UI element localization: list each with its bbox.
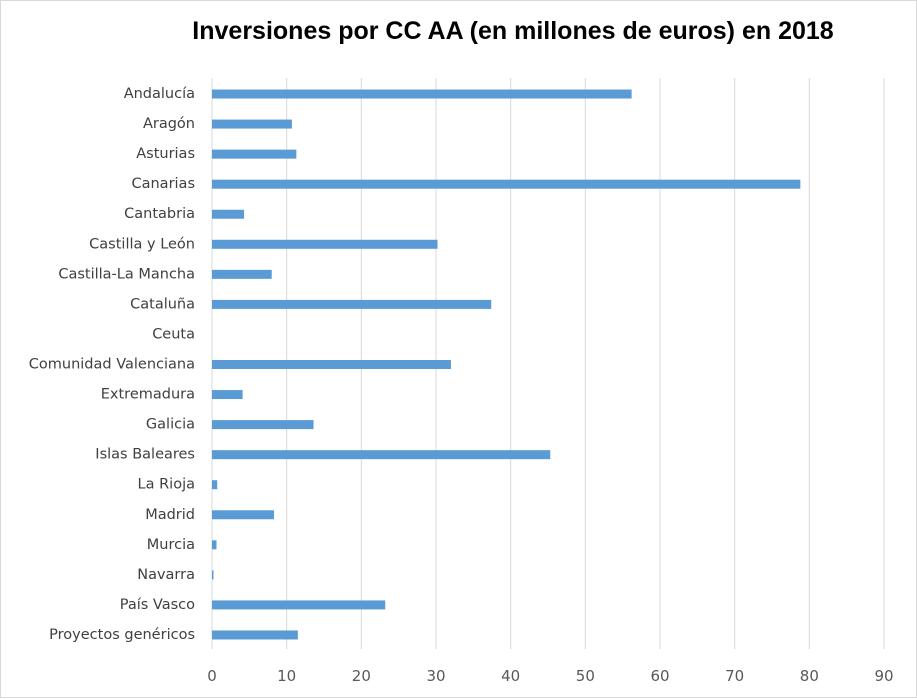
category-label: Aragón: [143, 116, 195, 132]
bar: [212, 239, 438, 249]
category-label: Ceuta: [152, 326, 195, 342]
category-label: Comunidad Valenciana: [29, 357, 195, 373]
x-tick-label: 70: [725, 667, 744, 685]
category-label: Navarra: [137, 567, 195, 583]
bar: [212, 119, 292, 129]
category-label: Murcia: [147, 537, 195, 553]
bar: [212, 420, 314, 430]
x-tick-label: 90: [874, 667, 893, 685]
bar: [212, 510, 274, 520]
category-label: Castilla-La Mancha: [58, 266, 195, 282]
x-tick-label: 10: [277, 667, 296, 685]
bar: [212, 450, 551, 460]
category-label: Islas Baleares: [95, 447, 195, 463]
category-label: Asturias: [136, 146, 195, 162]
chart-title: Inversiones por CC AA (en millones de eu…: [192, 17, 834, 45]
bar: [212, 540, 217, 550]
x-tick-label: 60: [650, 667, 669, 685]
category-label: Proyectos genéricos: [49, 627, 195, 643]
category-label: Castilla y León: [89, 236, 195, 252]
x-tick-label: 40: [501, 667, 520, 685]
category-label: País Vasco: [120, 597, 195, 613]
x-tick-label: 80: [800, 667, 819, 685]
bar: [212, 390, 243, 400]
bar: [212, 209, 245, 219]
category-label: Canarias: [131, 176, 195, 192]
bar: [212, 630, 298, 640]
x-tick-label: 0: [207, 667, 217, 685]
bar: [212, 570, 214, 580]
bar: [212, 149, 297, 159]
x-tick-label: 50: [576, 667, 595, 685]
category-label: Galicia: [146, 417, 195, 433]
bar: [212, 480, 218, 490]
category-label: Extremadura: [101, 387, 195, 403]
bar: [212, 179, 801, 189]
bar: [212, 600, 386, 610]
category-label: Andalucía: [124, 86, 195, 102]
bar: [212, 269, 272, 279]
bar: [212, 89, 632, 99]
bar: [212, 360, 451, 369]
category-label: Madrid: [145, 507, 195, 523]
x-tick-label: 20: [352, 667, 371, 685]
bar: [212, 299, 492, 309]
x-tick-label: 30: [426, 667, 445, 685]
category-label: Cataluña: [130, 296, 195, 312]
category-label: Cantabria: [124, 206, 195, 222]
category-label: La Rioja: [138, 477, 195, 493]
